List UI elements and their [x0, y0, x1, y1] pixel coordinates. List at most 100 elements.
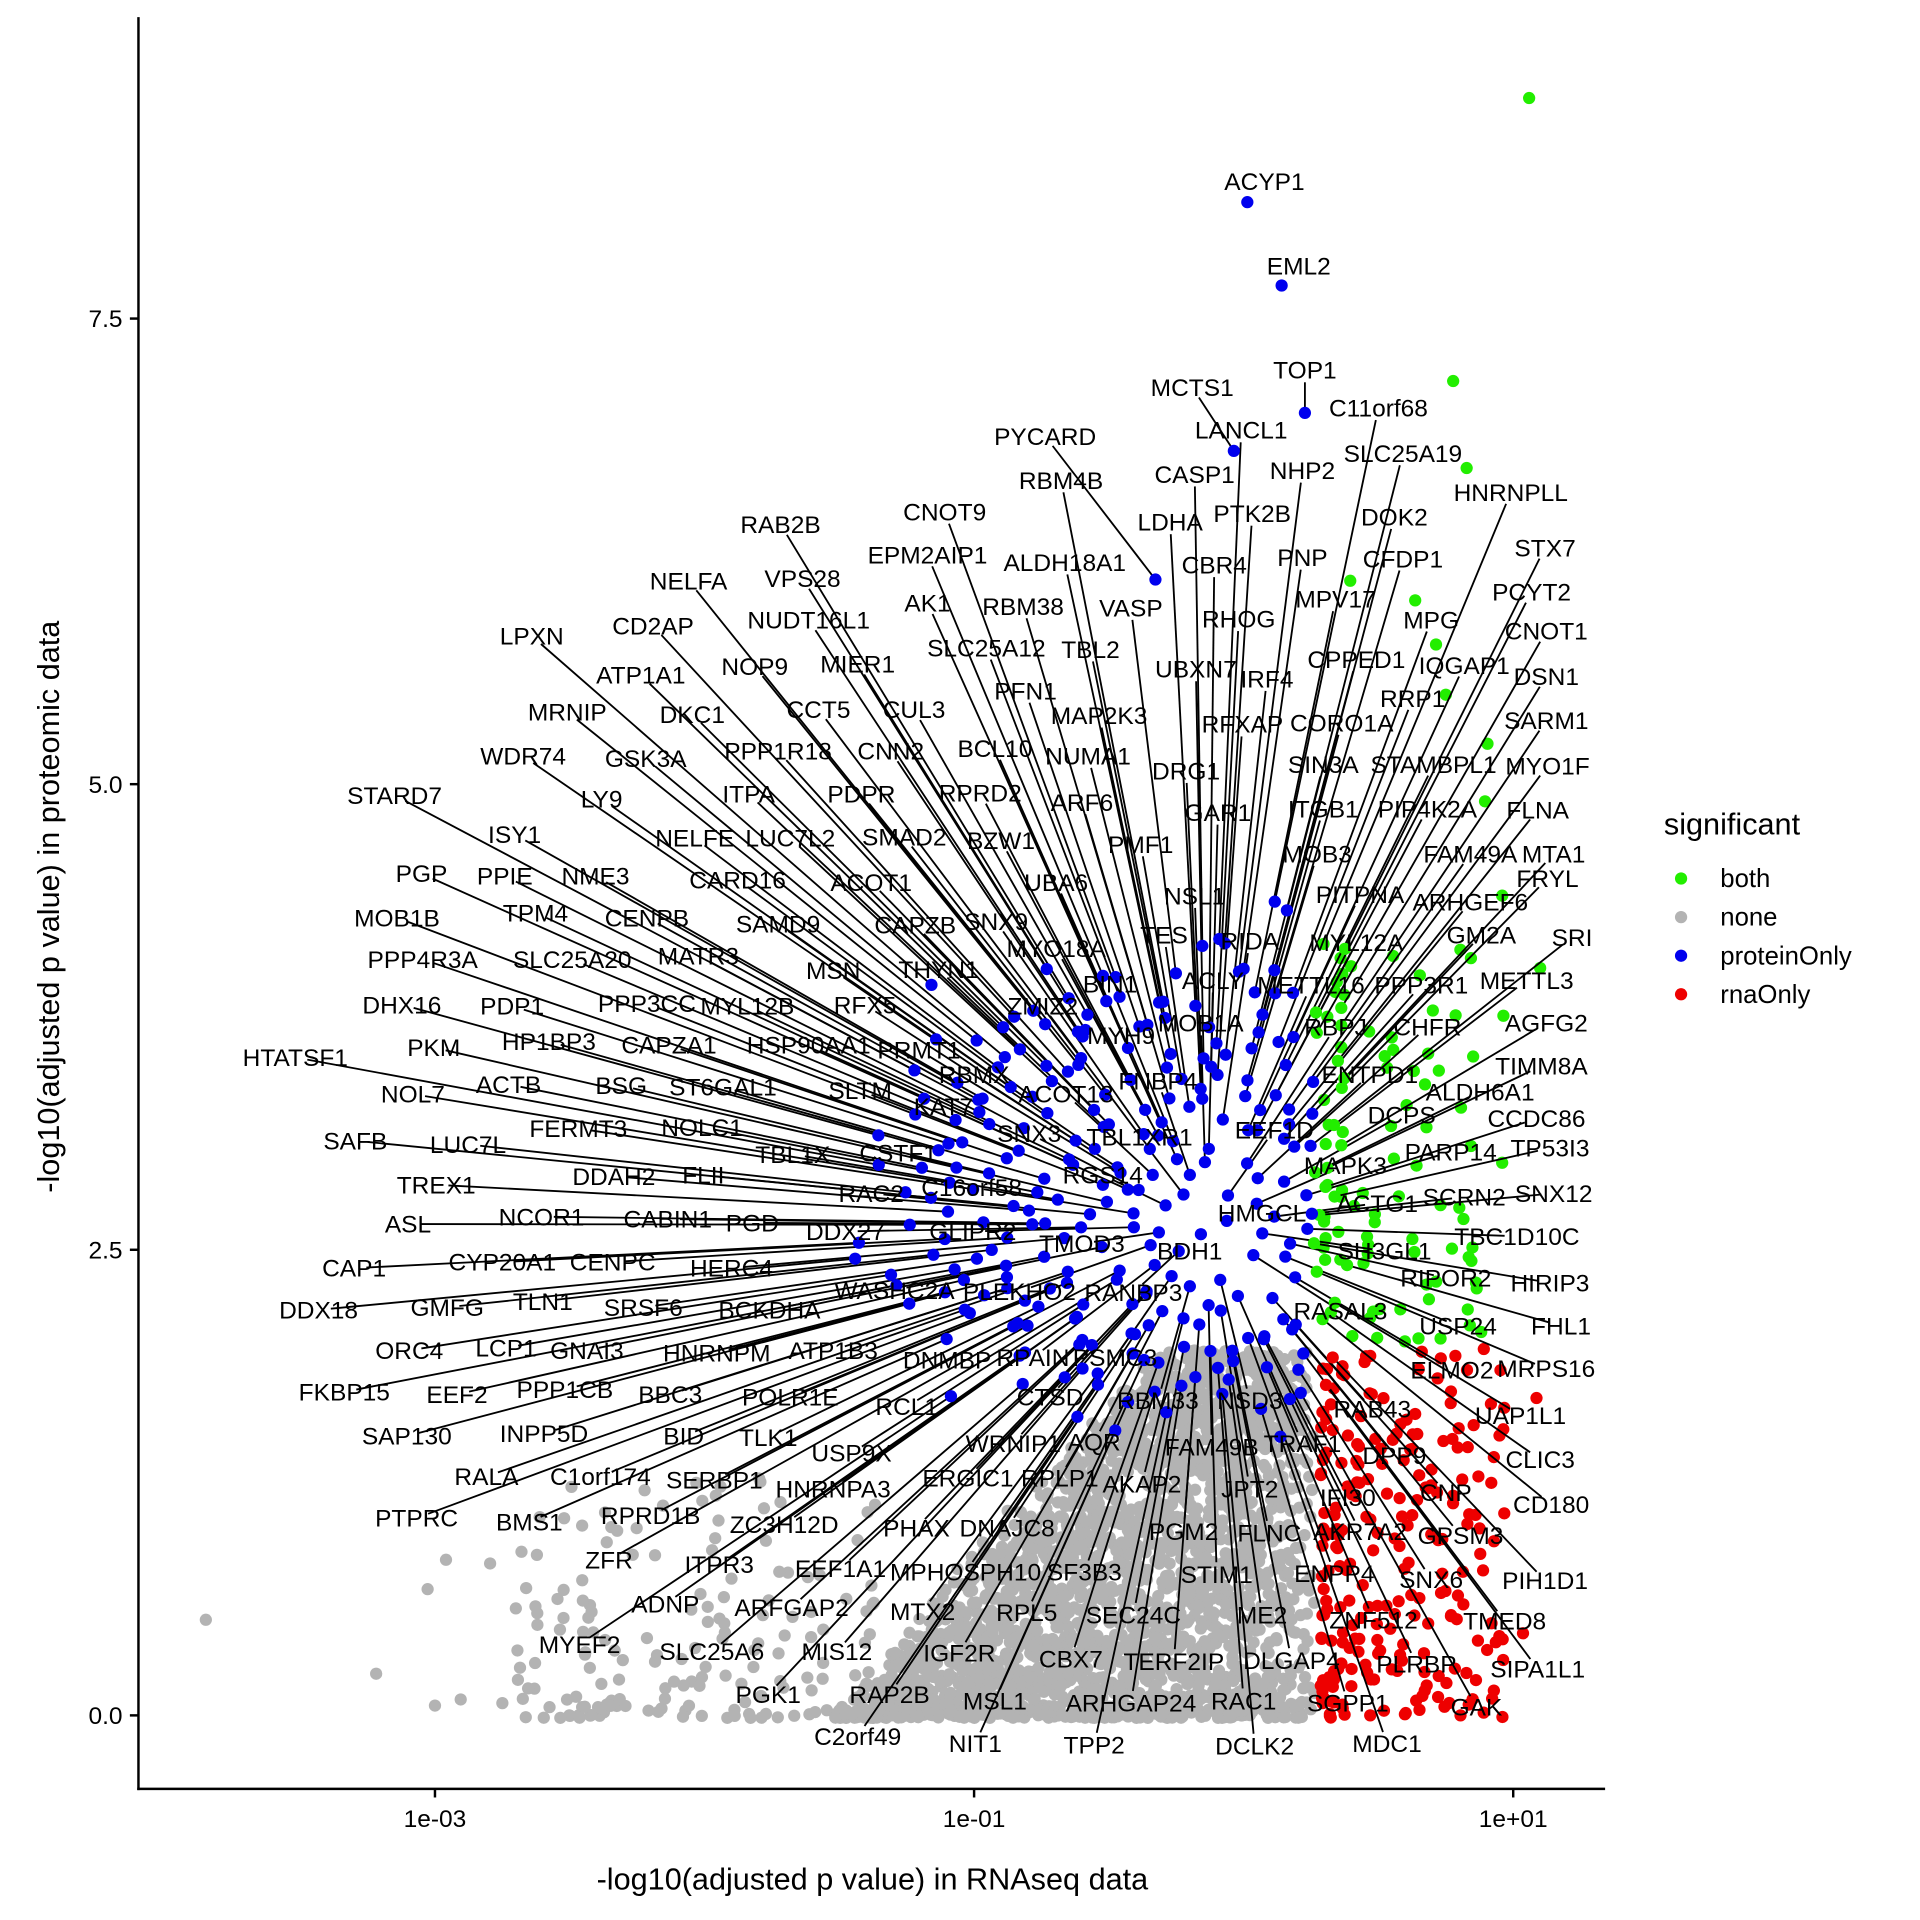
label-connector-line [848, 1343, 1080, 1561]
point-none [1151, 1650, 1165, 1664]
gene-point [1164, 1047, 1177, 1061]
point-none [1181, 1395, 1194, 1409]
gene-point [1301, 1222, 1314, 1235]
gene-point [1211, 1361, 1225, 1375]
point-none [516, 1692, 529, 1705]
label-connector-line [785, 759, 1069, 1073]
point-rnaOnly [1456, 1473, 1469, 1486]
point-none [695, 1709, 708, 1722]
gene-point [1170, 1153, 1184, 1166]
gene-label: SNX12 [1515, 1181, 1593, 1208]
label-connector-line [1263, 1338, 1356, 1522]
gene-label: ME2 [1237, 1602, 1287, 1629]
gene-label: MCTS1 [1151, 375, 1234, 402]
label-connector-line [1312, 775, 1541, 1083]
gene-point [1335, 1001, 1348, 1015]
point-both [1387, 1043, 1400, 1057]
point-none [1130, 1615, 1143, 1628]
gene-point [1237, 962, 1250, 975]
gene-point [1189, 999, 1202, 1012]
point-rnaOnly [1484, 1397, 1498, 1411]
gene-point [1038, 1172, 1051, 1185]
gene-label: RBM33 [1117, 1388, 1199, 1415]
gene-label: ALDH6A1 [1426, 1079, 1535, 1106]
label-connector-line [1051, 445, 1157, 581]
point-none [1209, 1678, 1222, 1691]
gene-point [1121, 1183, 1134, 1196]
point-none [912, 1711, 925, 1724]
point-none [1050, 1668, 1064, 1681]
point-none [1302, 1584, 1316, 1597]
point-none [529, 1600, 542, 1613]
label-connector-line [1193, 486, 1204, 946]
point-none [1262, 1646, 1275, 1660]
label-connector-line [540, 1338, 948, 1518]
point-rnaOnly [1371, 1633, 1384, 1647]
point-none [1061, 1666, 1075, 1679]
gene-point [1109, 971, 1122, 984]
gene-point [977, 1216, 990, 1229]
label-connector-line [1295, 1324, 1439, 1484]
gene-point [1124, 1073, 1137, 1087]
label-connector-line [1314, 1096, 1470, 1174]
point-none [551, 1592, 564, 1606]
gene-label: HIRIP3 [1510, 1270, 1589, 1297]
gene-point [985, 1243, 998, 1257]
gene-label: NELFE [655, 826, 734, 853]
point-none [1056, 1690, 1069, 1703]
gene-point [1085, 1338, 1098, 1352]
gene-label: PDP1 [480, 994, 544, 1021]
gene-label: TBL2 [1061, 637, 1120, 664]
point-none [1025, 1553, 1038, 1566]
point-none [511, 1673, 525, 1686]
gene-point [1338, 942, 1351, 955]
point-none [537, 1711, 550, 1724]
point-none [1219, 1597, 1232, 1611]
point-rnaOnly [1498, 1401, 1511, 1414]
gene-label: PCYT2 [1492, 579, 1571, 606]
label-connector-line [971, 1332, 1133, 1563]
gene-point [1091, 1378, 1105, 1391]
point-none [1258, 1509, 1271, 1522]
gene-label: SF3B3 [1047, 1560, 1122, 1587]
point-none [1077, 1687, 1090, 1700]
point-both [1478, 795, 1492, 808]
gene-label: NOL7 [381, 1082, 445, 1109]
gene-label: ACLY [1182, 968, 1244, 995]
point-none [984, 1696, 997, 1709]
point-both [1412, 1332, 1425, 1345]
label-connector-line [413, 1007, 879, 1137]
label-connector-line [1062, 492, 1165, 1002]
gene-point [852, 1236, 866, 1249]
gene-label: TBC1D10C [1454, 1224, 1579, 1251]
point-rnaOnly [1406, 1509, 1419, 1522]
gene-label: HSP90AA1 [747, 1033, 871, 1060]
gene-point [1309, 1006, 1323, 1019]
point-none [1180, 1616, 1194, 1629]
point-none [879, 1682, 893, 1695]
gene-label: DPP9 [1362, 1443, 1426, 1470]
gene-label: CABIN1 [624, 1207, 713, 1234]
point-none [1087, 1603, 1100, 1617]
point-none [1170, 1473, 1183, 1486]
point-none [1029, 1649, 1042, 1662]
label-connector-line [619, 1324, 1028, 1555]
point-none [945, 1704, 958, 1718]
point-rnaOnly [1454, 1709, 1467, 1722]
label-connector-line [761, 675, 1034, 1012]
gene-label: ASL [385, 1212, 431, 1239]
gene-point [1214, 1304, 1227, 1317]
point-none [1026, 1639, 1040, 1652]
point-none [1024, 1600, 1037, 1614]
gene-point [1288, 1271, 1302, 1284]
gene-point [1260, 1361, 1274, 1374]
gene-label: ARHGAP24 [1066, 1691, 1197, 1718]
gene-point [1292, 1363, 1305, 1376]
gene-label: PGP [396, 861, 448, 888]
point-none [1004, 1679, 1017, 1693]
point-none [1012, 1664, 1026, 1677]
gene-label: MTA1 [1522, 842, 1586, 869]
gene-point [949, 1113, 962, 1127]
point-none [1193, 1536, 1207, 1549]
gene-label: MSN [806, 958, 860, 985]
